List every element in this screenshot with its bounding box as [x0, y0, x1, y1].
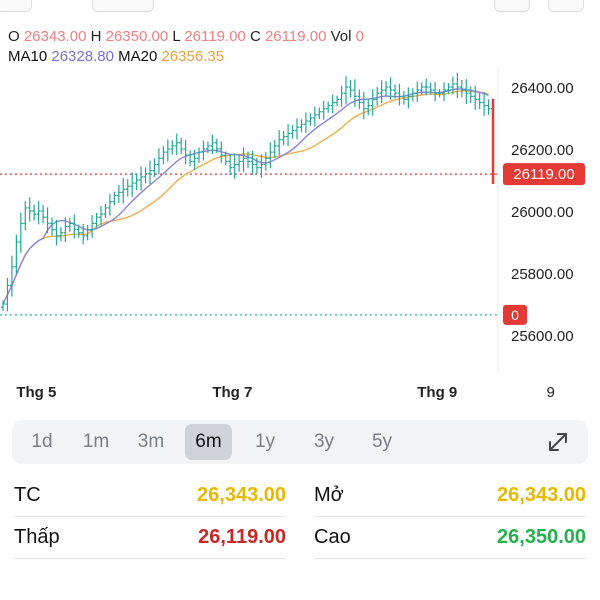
stat-mo-value: 26,343.00: [497, 484, 586, 506]
y-tick-label: 25800.00: [511, 266, 574, 283]
ma20-label: MA20: [118, 48, 158, 65]
stat-tc-label: TC: [14, 484, 41, 506]
timeframe-1y[interactable]: 1y: [254, 431, 276, 452]
ma20-line: [2, 90, 489, 305]
x-tick-label: Thg 9: [417, 384, 457, 401]
x-tick-label: Thg 5: [16, 384, 56, 401]
ma20-value: 26356.35: [161, 48, 225, 65]
x-tick-label: Thg 7: [212, 384, 252, 401]
last-price-label: 26119.00: [513, 166, 574, 183]
zero-badge: [503, 304, 527, 325]
low-label: L: [172, 28, 181, 45]
top-toolbar: [0, 0, 600, 14]
stat-cao-value: 26,350.00: [497, 526, 586, 548]
y-tick-label: 26000.00: [511, 204, 574, 221]
low-value: 26119.00: [184, 28, 246, 45]
ohlc-readout: O 26343.00 H 26350.00 L 26119.00 C 26119…: [8, 27, 364, 47]
open-label: O: [8, 28, 20, 45]
close-label: C: [249, 28, 261, 45]
price-chart[interactable]: 25600.00 25800.00 26000.00 26200.00 26400.00…: [0, 0, 600, 410]
high-label: H: [90, 28, 102, 45]
timeframe-1d[interactable]: 1d: [31, 431, 53, 452]
timeframe-3m[interactable]: 3m: [137, 431, 165, 452]
stat-cao-label: Cao: [314, 526, 351, 548]
stat-cao: Cao 26,350.00: [314, 518, 586, 558]
timeframe-6m[interactable]: 6m: [185, 424, 232, 460]
close-value: 26119.00: [264, 28, 327, 45]
y-tick-label: 26200.00: [511, 142, 574, 159]
stat-mo: Mở 26,343.00: [314, 476, 586, 516]
timeframe-3y[interactable]: 3y: [313, 431, 335, 452]
expand-icon[interactable]: [546, 430, 570, 454]
volume-value: 0: [355, 28, 364, 45]
stat-tc: TC 26,343.00: [14, 476, 286, 516]
x-tick-label: 9: [546, 384, 554, 401]
timeframe-5y[interactable]: 5y: [371, 431, 393, 452]
ma10-label: MA10: [8, 48, 48, 65]
stat-thap: Thấp 26,119.00: [14, 518, 286, 558]
stat-mo-label: Mở: [314, 484, 344, 506]
ma10-value: 26328.80: [51, 48, 114, 65]
open-value: 26343.00: [23, 28, 87, 45]
high-value: 26350.00: [105, 28, 169, 45]
timeframe-1m[interactable]: 1m: [82, 431, 110, 452]
timeframe-selector: 1d 1m 3m 6m 1y 3y 5y: [12, 420, 588, 464]
stat-thap-value: 26,119.00: [198, 526, 286, 548]
y-tick-label: 26400.00: [511, 80, 574, 97]
moving-average-readout: MA10 26328.80 MA20 26356.35: [8, 47, 224, 67]
chart-type-button[interactable]: [0, 0, 32, 12]
fullscreen-button[interactable]: [548, 0, 584, 12]
y-tick-label: 25600.00: [511, 328, 574, 345]
volume-label: Vol: [330, 28, 352, 45]
ma10-line: [2, 88, 489, 305]
stat-thap-label: Thấp: [14, 526, 60, 548]
stat-tc-value: 26,343.00: [197, 484, 286, 506]
indicator-button[interactable]: [92, 0, 154, 12]
zero-badge-label: 0: [511, 307, 519, 323]
settings-button[interactable]: [494, 0, 530, 12]
last-price-badge: [503, 163, 585, 186]
